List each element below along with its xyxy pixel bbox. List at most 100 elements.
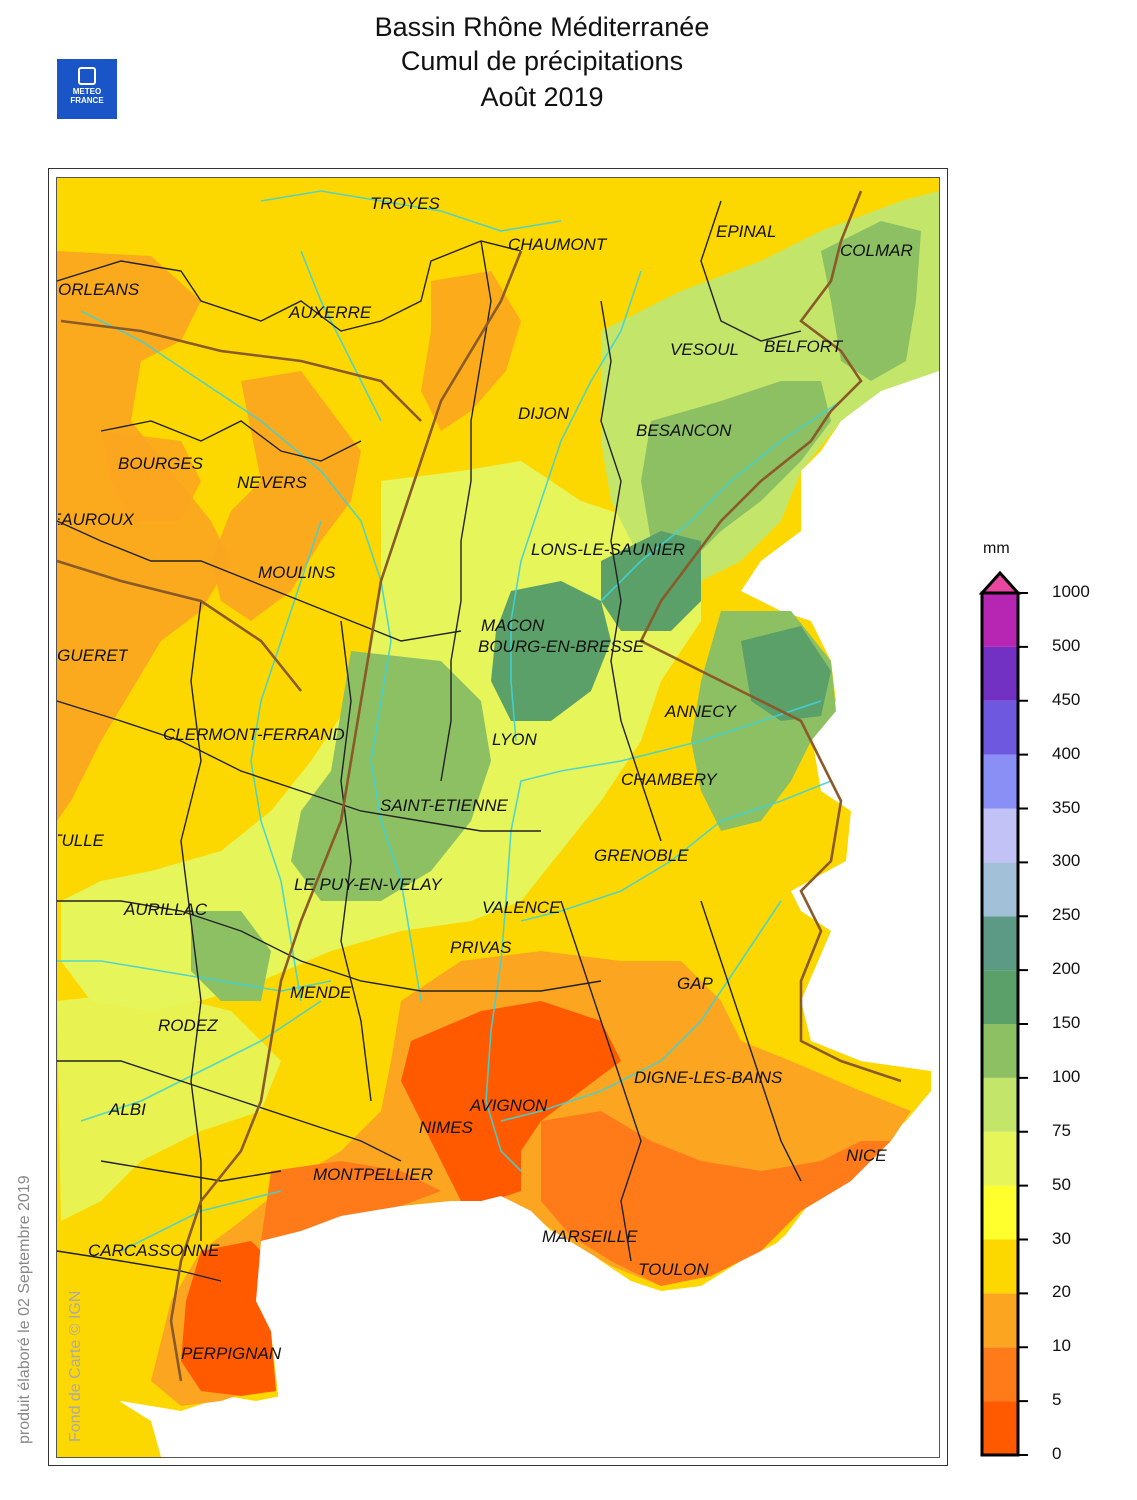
zone-100-150mm-aurillac — [191, 911, 271, 1001]
city-label-orleans: ORLEANS — [58, 280, 140, 299]
mediterranean-sea — [256, 1091, 939, 1457]
basin-border-extra — [60, 319, 422, 422]
legend-tick-label: 0 — [1052, 1444, 1062, 1463]
precipitation-map — [56, 177, 940, 1458]
legend-swatch-5 — [982, 1131, 1018, 1186]
legend-swatch-6 — [982, 1077, 1018, 1132]
legend-swatch-3 — [982, 1239, 1018, 1294]
city-label-colmar: COLMAR — [840, 241, 913, 260]
basin-border-line — [639, 190, 902, 1083]
city-label-nimes: NIMES — [419, 1118, 473, 1137]
city-label-toulon: TOULON — [638, 1260, 709, 1279]
border-11 — [340, 620, 372, 1102]
legend-tick-label: 150 — [1052, 1013, 1081, 1032]
city-label-mende: MENDE — [290, 983, 352, 1002]
zone-150-200mm-lons — [601, 531, 701, 631]
legend-swatch-4 — [982, 1185, 1018, 1240]
border-6 — [57, 1060, 402, 1162]
city-label-chateauroux: CHATEAUROUX — [58, 510, 134, 529]
river-seine — [260, 190, 562, 232]
map-title-line-2: Cumul de précipitations — [400, 46, 684, 76]
basin-border-extra-2 — [57, 559, 303, 692]
city-label-digne-les-bains: DIGNE-LES-BAINS — [634, 1068, 783, 1087]
city-label-albi: ALBI — [109, 1100, 146, 1119]
legend-swatch-0 — [982, 1401, 1018, 1455]
west-edge-land — [57, 1381, 161, 1457]
city-label-macon: MACON — [481, 616, 545, 635]
zone-10-20mm-bourges — [101, 431, 201, 521]
zone-10-20mm-north-west — [57, 251, 231, 821]
zone-10-20mm-south — [151, 951, 911, 1406]
legend-tick-label: 250 — [1052, 905, 1081, 925]
city-label-nice: NICE — [846, 1146, 887, 1165]
city-label-rodez: RODEZ — [158, 1016, 218, 1035]
border-5 — [57, 900, 602, 992]
city-label-tulle: TULLE — [58, 831, 104, 850]
city-label-epinal: EPINAL — [716, 222, 777, 241]
city-label-auxerre: AUXERRE — [289, 303, 372, 322]
map-title-line-3: Août 2019 — [480, 82, 604, 112]
city-label-nevers: NEVERS — [237, 473, 307, 492]
legend-swatch-12 — [982, 754, 1018, 809]
city-label-chaumont: CHAUMONT — [508, 235, 607, 254]
legend-tick-label: 30 — [1052, 1228, 1071, 1248]
river-tarn — [80, 1000, 322, 1122]
river-saone — [510, 270, 642, 742]
legend-tick-label: 200 — [1052, 959, 1081, 979]
city-label-gueret: GUERET — [58, 646, 128, 665]
rivers — [57, 190, 842, 1252]
zone-100-150mm-jura — [641, 381, 831, 561]
zone-150-200mm-bourg — [491, 581, 611, 721]
city-label-troyes: TROYES — [370, 194, 440, 213]
legend-top-arrow — [978, 570, 1022, 595]
city-label-bourges: BOURGES — [118, 454, 204, 473]
city-label-grenoble: GRENOBLE — [594, 846, 689, 865]
north-white-area — [801, 541, 939, 1071]
border-12 — [560, 900, 642, 1262]
city-label-clermont-ferrand: CLERMONT-FERRAND — [163, 725, 345, 744]
zone-0-5mm-rhone-delta — [401, 1001, 621, 1201]
legend-tick-label: 20 — [1052, 1282, 1071, 1302]
city-label-valence: VALENCE — [482, 898, 561, 917]
river-isere — [520, 780, 832, 922]
legend-swatch-15 — [982, 593, 1018, 647]
legend-tick-label: 100 — [1052, 1066, 1081, 1086]
border-13 — [700, 900, 802, 1182]
city-label-carcassonne: CARCASSONNE — [88, 1241, 220, 1260]
department-borders — [57, 200, 802, 1282]
legend-swatch-9 — [982, 916, 1018, 971]
zone-100-150mm-colmar — [821, 221, 921, 381]
city-label-vesoul: VESOUL — [670, 340, 739, 359]
zone-5-10mm-montpellier — [261, 1161, 441, 1241]
city-label-perpignan: PERPIGNAN — [181, 1344, 282, 1363]
color-legend — [978, 570, 1028, 1457]
border-9 — [700, 200, 802, 342]
logo-text-1: METEO — [72, 87, 102, 96]
city-label-saint-etienne: SAINT-ETIENNE — [380, 796, 508, 815]
legend-swatch-14 — [982, 646, 1018, 701]
meteo-france-logo: METEO FRANCE — [57, 59, 117, 119]
border-14 — [57, 1250, 222, 1282]
city-label-annecy: ANNECY — [665, 702, 736, 721]
city-label-gap: GAP — [677, 974, 713, 993]
zone-150-200mm-annecy — [741, 626, 831, 721]
map-title-line-1: Bassin Rhône Méditerranée — [374, 12, 710, 42]
legend-tick-label: 450 — [1052, 689, 1081, 709]
city-label-besancon: BESANCON — [636, 421, 732, 440]
border-15 — [100, 1160, 282, 1182]
city-label-montpellier: MONTPELLIER — [313, 1165, 433, 1184]
map-svg — [57, 178, 939, 1457]
border-7 — [440, 240, 492, 782]
legend-swatch-13 — [982, 700, 1018, 755]
city-label-le-puy-en-velay: LE PUY-EN-VELAY — [294, 875, 442, 894]
city-label-privas: PRIVAS — [450, 938, 512, 957]
legend-swatch-7 — [982, 1024, 1018, 1078]
river-lot — [57, 960, 332, 992]
legend-tick-label: 5 — [1052, 1390, 1062, 1410]
basin-border-west — [169, 250, 523, 1382]
city-label-bourg-en-bresse: BOURG-EN-BRESSE — [478, 637, 645, 656]
city-label-avignon: AVIGNON — [470, 1096, 548, 1115]
legend-swatch-2 — [982, 1293, 1018, 1348]
legend-tick-label: 350 — [1052, 797, 1081, 817]
legend-swatch-1 — [982, 1347, 1018, 1402]
